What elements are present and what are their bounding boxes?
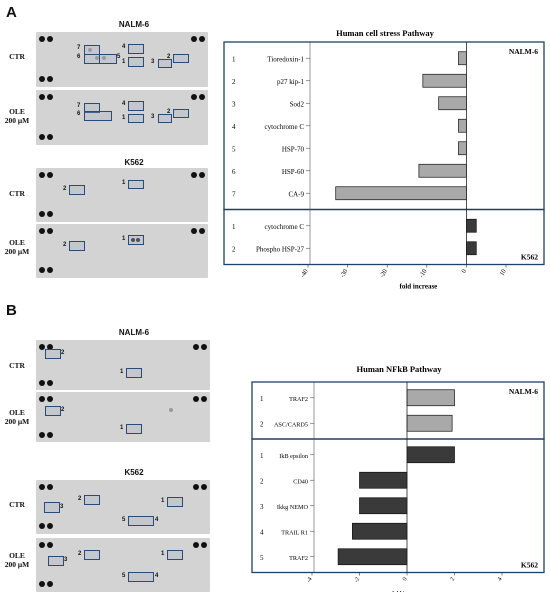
- category-label: Ikkg NEMO: [277, 504, 309, 511]
- bar: [359, 497, 408, 515]
- category-label: Sod2: [290, 100, 305, 108]
- bar: [466, 241, 477, 256]
- row-label-ctr: CTR: [9, 500, 25, 509]
- chart-title: Human NFkB Pathway: [356, 364, 442, 374]
- row-number: 4: [260, 528, 264, 536]
- category-label: CA-9: [288, 190, 304, 198]
- bar: [458, 141, 467, 156]
- row-number: 1: [232, 223, 236, 231]
- x-tick-label: -2: [354, 577, 362, 584]
- row-label-ole: OLE 200 μM: [4, 107, 30, 125]
- row-number: 2: [232, 245, 236, 253]
- group-label: K562: [521, 561, 538, 570]
- row-number: 1: [260, 452, 264, 460]
- x-tick-label: -4: [306, 577, 314, 584]
- x-tick-label: 0: [402, 577, 409, 583]
- group-label: NALM-6: [509, 47, 538, 56]
- category-label: HSP-70: [282, 145, 305, 153]
- x-axis-label: fold increase: [400, 283, 438, 291]
- panel-letter-b: B: [6, 302, 17, 319]
- row-number: 4: [232, 123, 236, 131]
- row-label-ctr: CTR: [9, 189, 25, 198]
- x-tick-label: 0: [460, 268, 468, 274]
- row-number: 3: [232, 100, 236, 108]
- category-label: cytochrome C: [265, 123, 305, 131]
- category-label: CD40: [293, 478, 308, 485]
- bar: [406, 446, 455, 464]
- bar: [466, 218, 477, 233]
- category-label: TRAF2: [289, 555, 308, 562]
- blot-membrane: 7 6 4 2 1 3: [36, 90, 208, 145]
- row-label-ctr: CTR: [9, 361, 25, 370]
- panel-letter-a: A: [6, 4, 17, 21]
- group-label: K562: [521, 253, 538, 262]
- row-number: 3: [260, 503, 264, 511]
- blot-membrane: 2 1: [36, 340, 210, 390]
- category-label: TRAIL R1: [281, 529, 308, 536]
- blot-membrane: 3 2 5 4 1: [36, 480, 210, 534]
- bar: [406, 389, 455, 407]
- x-tick-label: 10: [498, 268, 507, 277]
- row-number: 1: [232, 55, 236, 63]
- blot-membrane: 3 2 5 4 1: [36, 538, 210, 592]
- bar: [418, 163, 467, 178]
- x-tick-label: -40: [299, 268, 309, 279]
- chart-title: Human cell stress Pathway: [336, 28, 435, 38]
- blot-membrane: 7 6 5 4 3 2 1: [36, 32, 208, 87]
- row-label-ole: OLE 200 μM: [4, 238, 30, 256]
- row-number: 2: [260, 477, 264, 485]
- x-axis-label: fold increase: [392, 591, 422, 593]
- group-box: [251, 438, 545, 574]
- row-label-ole: OLE 200 μM: [4, 408, 30, 426]
- row-number: 2: [232, 78, 236, 86]
- row-number: 6: [232, 168, 236, 176]
- x-tick-label: 2: [450, 577, 457, 583]
- bar: [422, 73, 467, 88]
- blot-membrane: 2 1: [36, 168, 208, 222]
- row-number: 1: [260, 395, 264, 403]
- row-number: 7: [232, 190, 236, 198]
- x-tick-label: -20: [379, 268, 389, 279]
- blot-title-b-k562: K562: [124, 468, 144, 477]
- blot-title-a-k562: K562: [124, 158, 144, 167]
- category-label: Phospho HSP-27: [256, 245, 305, 253]
- bar: [352, 522, 408, 540]
- bar: [438, 96, 467, 111]
- bar: [458, 51, 467, 66]
- category-label: TRAF2: [289, 396, 308, 403]
- chart-nfkb: Human NFkB Pathway NALM-6 1 TRAF2 2 ASC/CARD5…: [251, 364, 545, 593]
- row-label-ctr: CTR: [9, 52, 25, 61]
- category-label: HSP-60: [282, 168, 305, 176]
- bar: [406, 414, 453, 432]
- category-label: ASC/CARD5: [274, 421, 308, 428]
- category-label: cytochrome C: [265, 223, 305, 231]
- category-label: p27 kip-1: [277, 78, 305, 86]
- blot-membrane: 2 1: [36, 392, 210, 442]
- blot-membrane: 2 1: [36, 224, 208, 278]
- x-tick-label: -30: [339, 268, 349, 279]
- category-label: Tioredoxin-1: [267, 55, 304, 63]
- x-tick-label: 4: [497, 577, 504, 583]
- row-number: 5: [232, 145, 236, 153]
- blot-title-b-nalm6: NALM-6: [118, 328, 150, 337]
- bar: [337, 548, 408, 566]
- row-number: 2: [260, 420, 264, 428]
- group-label: NALM-6: [509, 387, 538, 396]
- chart-cell-stress: Human cell stress Pathway NALM-6 1 Tioredox…: [223, 28, 545, 291]
- row-label-ole: OLE 200 μM: [4, 551, 30, 569]
- bar: [359, 471, 408, 489]
- x-tick-label: -10: [418, 268, 428, 279]
- blot-title-a-nalm6: NALM-6: [118, 20, 150, 29]
- group-box: [251, 381, 545, 440]
- row-number: 5: [260, 554, 264, 562]
- group-box: [223, 208, 545, 266]
- category-label: IkB epsilon: [279, 453, 308, 460]
- bar: [335, 186, 467, 201]
- bar: [458, 118, 467, 133]
